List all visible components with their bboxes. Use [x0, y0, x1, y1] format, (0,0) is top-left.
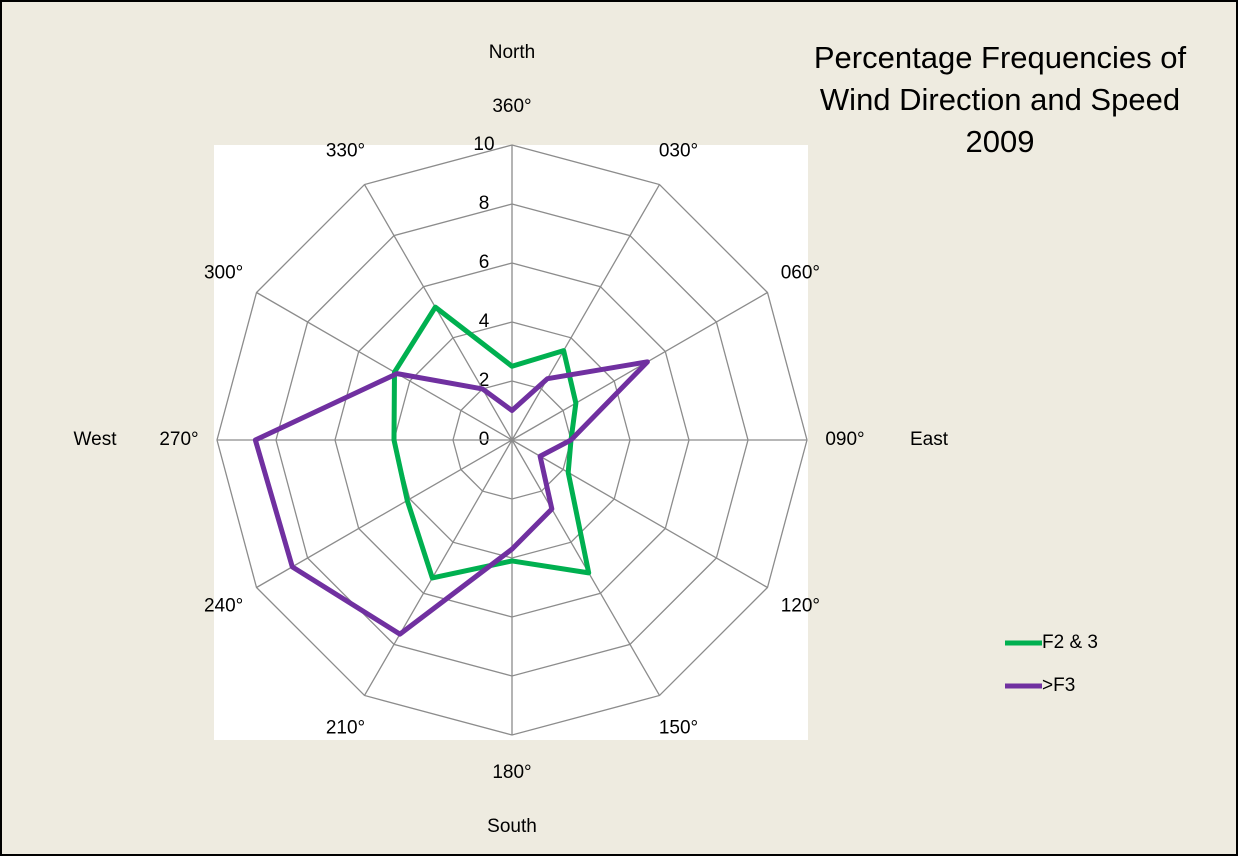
category-label: 210°	[326, 717, 365, 738]
r-tick-label: 8	[479, 193, 490, 214]
r-tick-label: 6	[479, 252, 490, 273]
spoke	[511, 439, 768, 589]
series-line	[252, 359, 650, 637]
spoke	[511, 184, 661, 441]
r-tick-label: 4	[479, 311, 490, 332]
legend-label: F2 & 3	[1042, 632, 1098, 653]
chart-title: Percentage Frequencies of	[814, 40, 1187, 75]
category-label: 270°	[159, 429, 198, 450]
spoke	[363, 439, 513, 696]
category-label: 180°	[492, 762, 531, 783]
direction-label: West	[74, 429, 118, 450]
r-tick-label: 2	[479, 370, 490, 391]
category-label: 090°	[825, 429, 864, 450]
category-label: 150°	[659, 717, 698, 738]
category-label: 360°	[492, 96, 531, 117]
spoke	[256, 439, 513, 589]
chart-title: Wind Direction and Speed	[820, 82, 1180, 117]
category-label: 120°	[781, 596, 820, 617]
category-label: 240°	[204, 596, 243, 617]
category-label: 330°	[326, 141, 365, 162]
direction-label: East	[910, 429, 949, 450]
direction-label: North	[489, 42, 535, 63]
category-label: 030°	[659, 141, 698, 162]
legend-label: >F3	[1042, 675, 1075, 696]
r-tick-label: 10	[473, 134, 494, 155]
category-label: 060°	[781, 263, 820, 284]
chart-title: 2009	[966, 124, 1035, 159]
direction-label: South	[487, 816, 537, 837]
category-label: 300°	[204, 263, 243, 284]
spoke	[256, 291, 513, 441]
